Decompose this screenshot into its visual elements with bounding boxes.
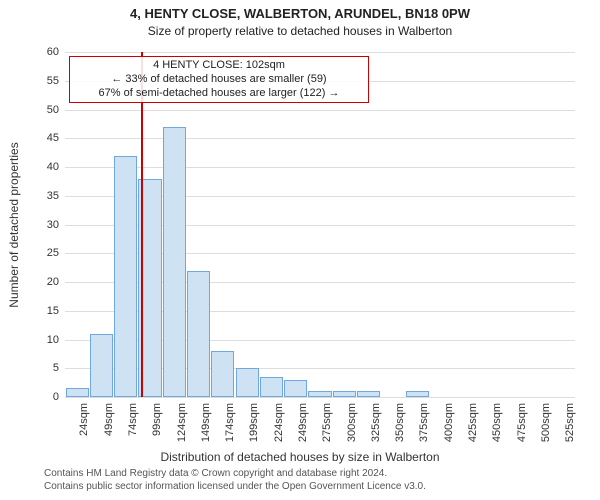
footer-line1: Contains HM Land Registry data © Crown c… [44,468,426,481]
y-tick-label: 5 [0,362,59,374]
bar [236,368,259,397]
x-tick-label: 149sqm [200,403,212,442]
x-axis-title: Distribution of detached houses by size … [0,450,600,464]
x-tick-label: 300sqm [346,403,358,442]
y-tick-label: 0 [0,391,59,403]
x-tick-label: 74sqm [127,403,139,436]
annotation-box: 4 HENTY CLOSE: 102sqm ← 33% of detached … [69,56,369,103]
x-tick-label: 174sqm [224,403,236,442]
bar [66,388,89,397]
bar [308,391,331,397]
bar [357,391,380,397]
bar [90,334,113,397]
bar [406,391,429,397]
bar [187,271,210,398]
footer-line2: Contains public sector information licen… [44,481,426,494]
page-subtitle: Size of property relative to detached ho… [0,24,600,38]
chart-plot-area: 4 HENTY CLOSE: 102sqm ← 33% of detached … [65,52,575,397]
page-title: 4, HENTY CLOSE, WALBERTON, ARUNDEL, BN18… [0,6,600,21]
x-tick-label: 325sqm [370,403,382,442]
x-tick-label: 224sqm [273,403,285,442]
x-tick-label: 199sqm [248,403,260,442]
annotation-line3: 67% of semi-detached houses are larger (… [72,87,366,101]
annotation-line2: ← 33% of detached houses are smaller (59… [72,73,366,87]
bar [114,156,137,398]
x-tick-label: 275sqm [321,403,333,442]
y-tick-label: 60 [0,46,59,58]
bar [211,351,234,397]
bar [333,391,356,397]
y-tick-label: 10 [0,334,59,346]
y-axis-title: Number of detached properties [7,142,21,307]
x-tick-label: 400sqm [443,403,455,442]
x-tick-label: 24sqm [78,403,90,436]
x-tick-label: 124sqm [176,403,188,442]
bar [260,377,283,397]
x-tick-label: 249sqm [297,403,309,442]
x-tick-label: 475sqm [516,403,528,442]
x-tick-label: 525sqm [564,403,576,442]
x-tick-label: 425sqm [467,403,479,442]
x-tick-label: 49sqm [103,403,115,436]
reference-line [141,52,143,397]
bar [163,127,186,397]
grid-line [65,397,575,398]
footer-attribution: Contains HM Land Registry data © Crown c… [44,468,426,493]
annotation-line1: 4 HENTY CLOSE: 102sqm [72,59,366,73]
bar [284,380,307,397]
y-tick-label: 50 [0,104,59,116]
x-tick-label: 375sqm [418,403,430,442]
x-tick-label: 350sqm [394,403,406,442]
x-tick-label: 450sqm [491,403,503,442]
x-tick-label: 500sqm [540,403,552,442]
y-tick-label: 55 [0,75,59,87]
x-tick-label: 99sqm [151,403,163,436]
